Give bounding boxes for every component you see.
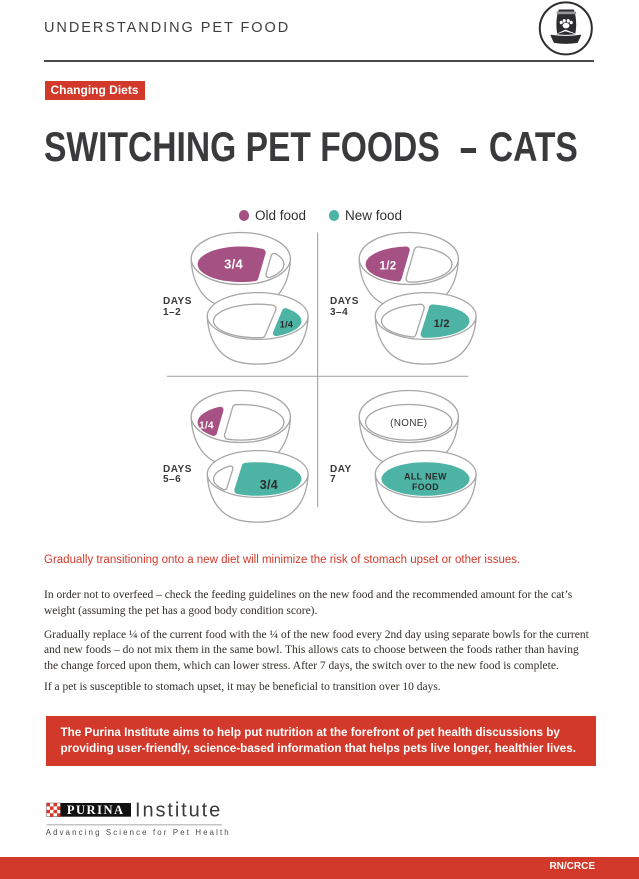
svg-text:1/2: 1/2 [380, 260, 397, 272]
svg-text:ALL NEW: ALL NEW [404, 472, 447, 482]
svg-text:FOOD: FOOD [412, 482, 439, 492]
svg-text:3/4: 3/4 [224, 257, 243, 272]
svg-text:3/4: 3/4 [260, 478, 278, 492]
svg-text:(NONE): (NONE) [390, 418, 427, 429]
svg-text:Advancing Science for Pet Heal: Advancing Science for Pet Health [46, 828, 231, 837]
svg-text:1/2: 1/2 [434, 318, 450, 330]
svg-text:PURINA: PURINA [67, 803, 125, 817]
svg-text:1/4: 1/4 [199, 421, 214, 432]
svg-text:Institute: Institute [135, 800, 222, 822]
svg-text:1/4: 1/4 [280, 320, 293, 330]
